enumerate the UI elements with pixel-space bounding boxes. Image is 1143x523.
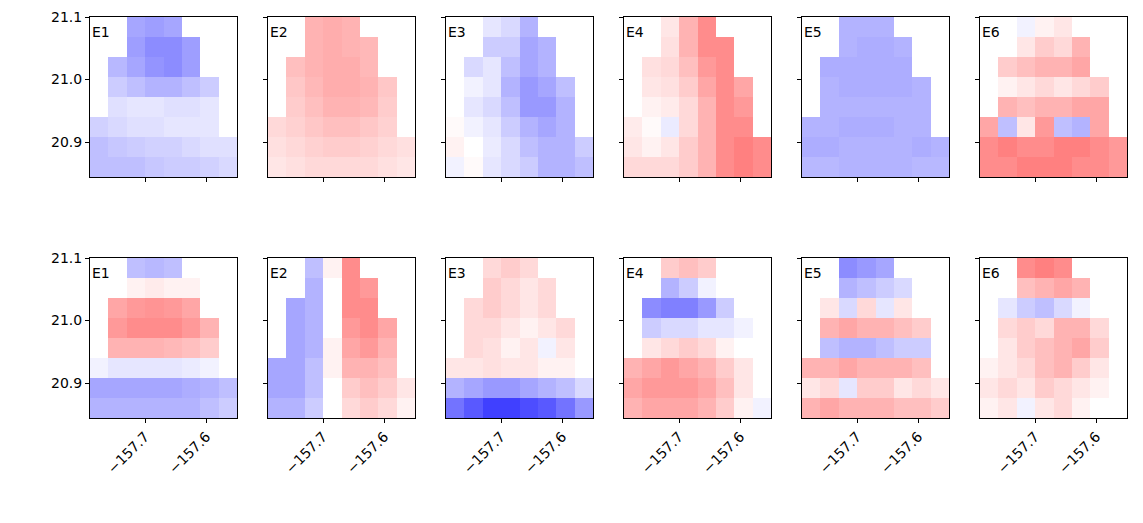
svg-text:E4: E4 <box>626 265 644 281</box>
svg-text:E3: E3 <box>448 24 466 40</box>
svg-text:−157.7: −157.7 <box>994 429 1042 477</box>
svg-text:21.1: 21.1 <box>51 9 82 25</box>
svg-text:−157.6: −157.6 <box>166 428 214 476</box>
svg-text:E1: E1 <box>92 265 110 281</box>
svg-text:20.9: 20.9 <box>51 375 82 391</box>
svg-text:−157.7: −157.7 <box>282 429 330 477</box>
svg-text:−157.7: −157.7 <box>460 429 508 477</box>
svg-text:−157.6: −157.6 <box>700 428 748 476</box>
svg-text:E1: E1 <box>92 24 110 40</box>
svg-text:E2: E2 <box>270 24 288 40</box>
svg-text:21.0: 21.0 <box>51 312 82 328</box>
svg-text:E5: E5 <box>804 265 822 281</box>
svg-text:E3: E3 <box>448 265 466 281</box>
svg-text:−157.7: −157.7 <box>104 429 152 477</box>
svg-text:E2: E2 <box>270 265 288 281</box>
svg-text:E6: E6 <box>982 24 1000 40</box>
svg-text:E5: E5 <box>804 24 822 40</box>
svg-text:20.9: 20.9 <box>51 134 82 150</box>
svg-text:−157.6: −157.6 <box>878 428 926 476</box>
svg-text:E4: E4 <box>626 24 644 40</box>
svg-text:E6: E6 <box>982 265 1000 281</box>
svg-text:−157.7: −157.7 <box>816 429 864 477</box>
svg-text:21.0: 21.0 <box>51 71 82 87</box>
svg-text:−157.6: −157.6 <box>1056 428 1104 476</box>
svg-text:−157.7: −157.7 <box>638 429 686 477</box>
svg-text:−157.6: −157.6 <box>522 428 570 476</box>
svg-text:−157.6: −157.6 <box>344 428 392 476</box>
svg-text:21.1: 21.1 <box>51 250 82 266</box>
